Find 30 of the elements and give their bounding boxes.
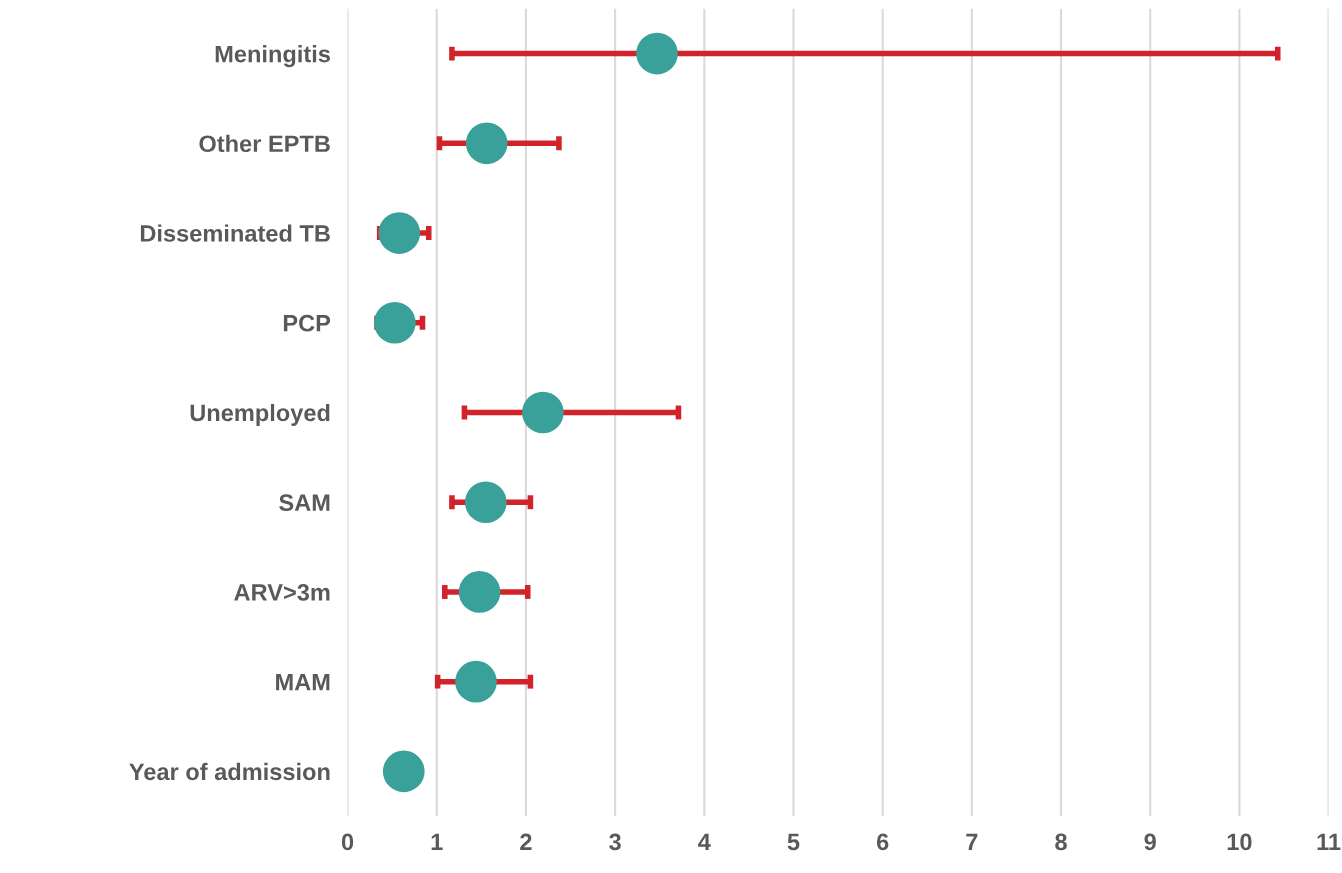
y-tick-label: ARV>3m — [234, 584, 330, 601]
y-tick-label: MAM — [276, 673, 330, 691]
y-tick-label: Disseminated TB — [140, 224, 330, 242]
y-tick-label: SAM — [279, 494, 330, 512]
y-tick-label: Unemployed — [190, 403, 330, 426]
x-tick-label: 3 — [609, 833, 621, 851]
x-tick-label: 2 — [520, 833, 532, 851]
point — [464, 481, 507, 524]
x-tick-label: 11 — [1317, 833, 1341, 851]
point — [455, 660, 497, 703]
point — [458, 571, 501, 613]
y-tick-label: PCP — [283, 314, 331, 332]
x-tick-label: 4 — [698, 833, 711, 851]
y-tick-label: Other EPTB — [199, 134, 330, 153]
point — [378, 212, 421, 254]
x-tick-label: 8 — [1055, 833, 1067, 851]
x-tick-label: 0 — [341, 833, 354, 851]
x-tick-label: 6 — [876, 833, 889, 851]
point — [522, 391, 564, 434]
x-tick-label: 1 — [431, 833, 443, 851]
x-tick-label: 7 — [966, 833, 978, 851]
x-tick-label: 5 — [787, 833, 800, 851]
point — [465, 122, 508, 165]
point — [636, 32, 678, 75]
y-tick-label: Meningitis — [215, 45, 330, 68]
x-tick-label: 9 — [1144, 833, 1156, 851]
point — [382, 750, 425, 793]
y-tick-label: Year of admission — [129, 762, 330, 781]
x-tick-label: 10 — [1227, 833, 1252, 851]
point — [374, 301, 416, 344]
